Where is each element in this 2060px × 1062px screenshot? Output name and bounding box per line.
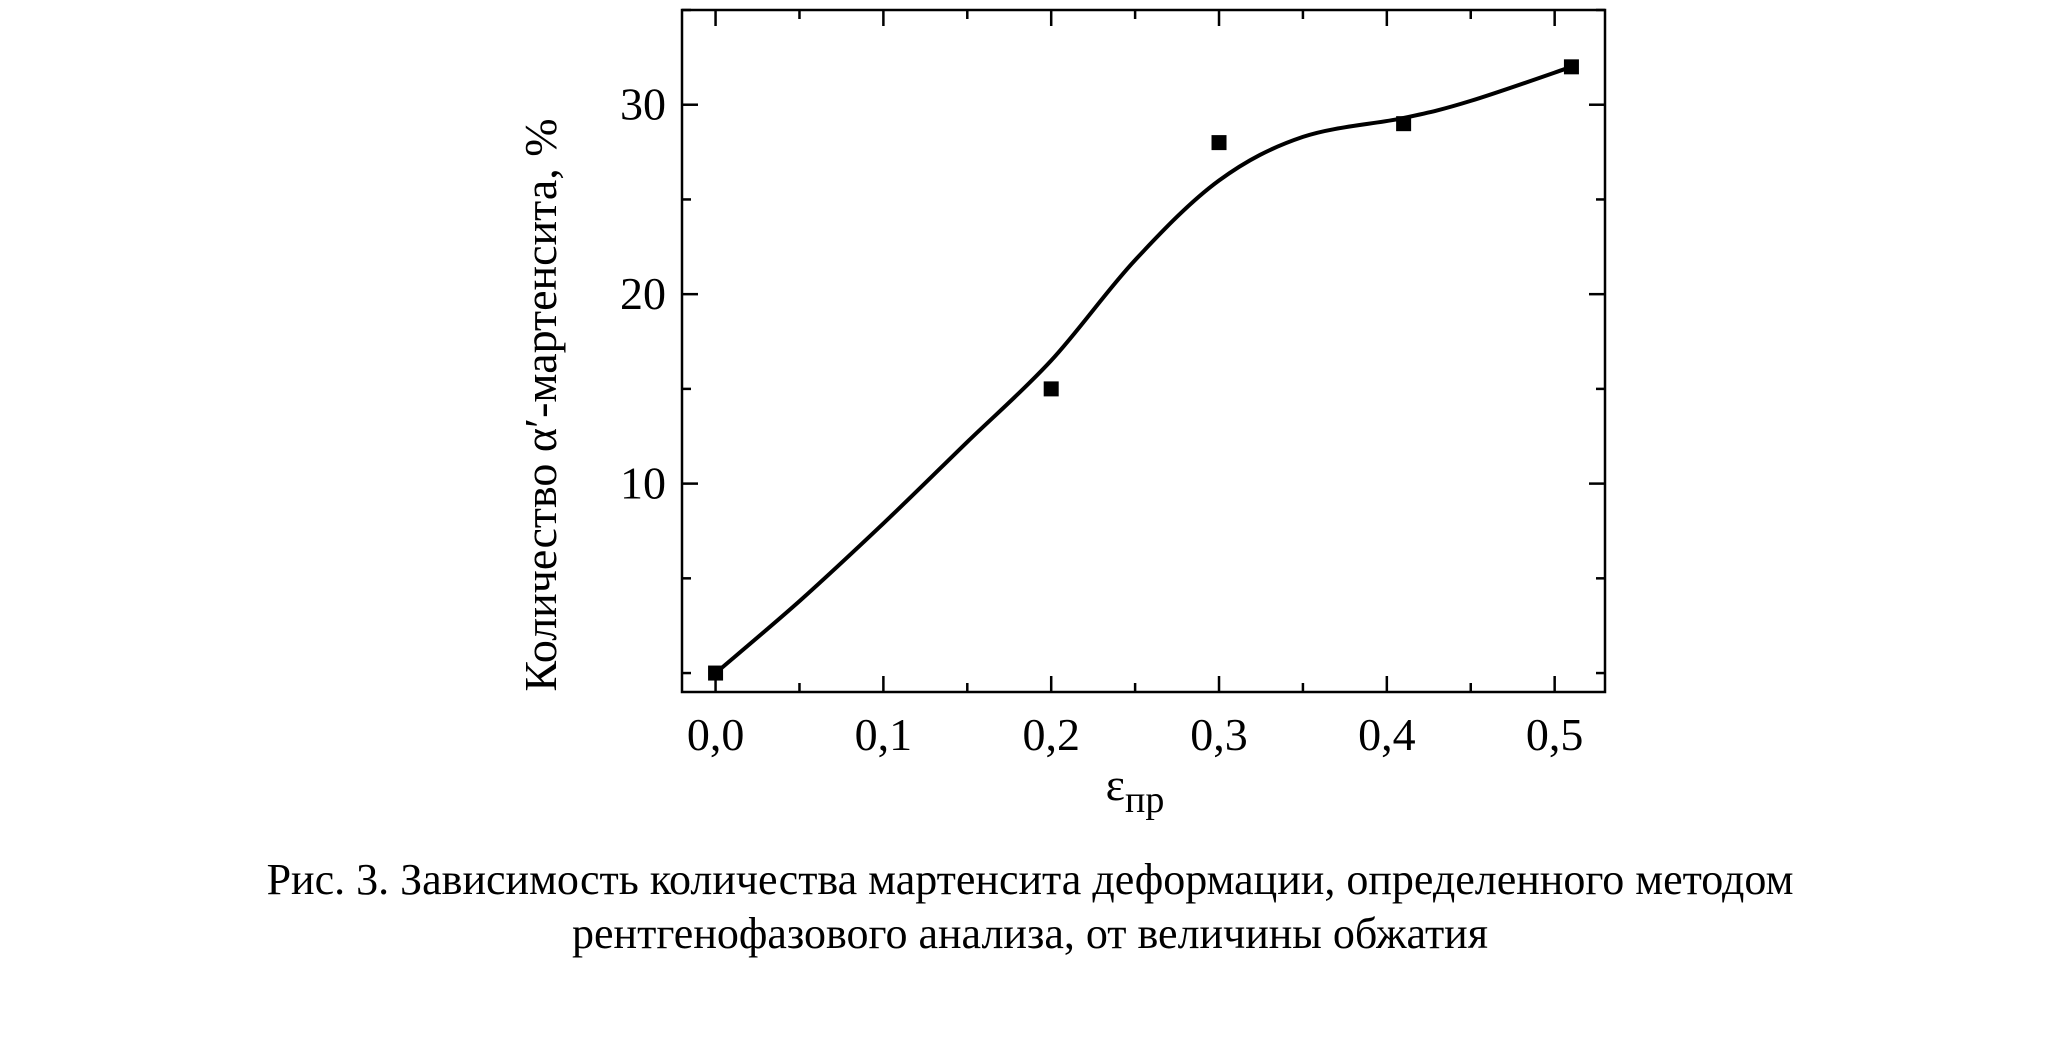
y-axis-title: Количество α′-мартенсита, % [515,118,566,691]
y-tick-label: 20 [620,268,666,319]
x-axis-title: εпр [1106,759,1165,821]
chart: 0,0 0,1 0,2 0,3 0,4 0,5 10 20 30 Количество α′-м… [515,8,1607,821]
plot-frame [680,8,1607,694]
x-tick-label: 0,0 [687,709,745,760]
x-tick-label: 0,3 [1190,709,1248,760]
data-point [708,665,724,681]
fit-curve [714,64,1573,675]
y-tick-label: 30 [620,79,666,130]
x-axis-title-main: ε [1106,759,1125,810]
data-point [1211,135,1227,151]
caption-line-2: рентгенофазового анализа, от величины об… [572,909,1488,958]
data-point [1043,381,1059,397]
caption-line-1: Рис. 3. Зависимость количества мартенсит… [266,855,1794,904]
x-axis-title-subscript: пр [1125,779,1164,821]
x-tick-label: 0,4 [1358,709,1416,760]
data-point [1396,116,1412,132]
x-tick-label: 0,2 [1022,709,1080,760]
x-tick-label: 0,5 [1526,709,1584,760]
y-tick-label: 10 [620,458,666,509]
x-tick-label: 0,1 [855,709,913,760]
data-point [1563,59,1579,75]
